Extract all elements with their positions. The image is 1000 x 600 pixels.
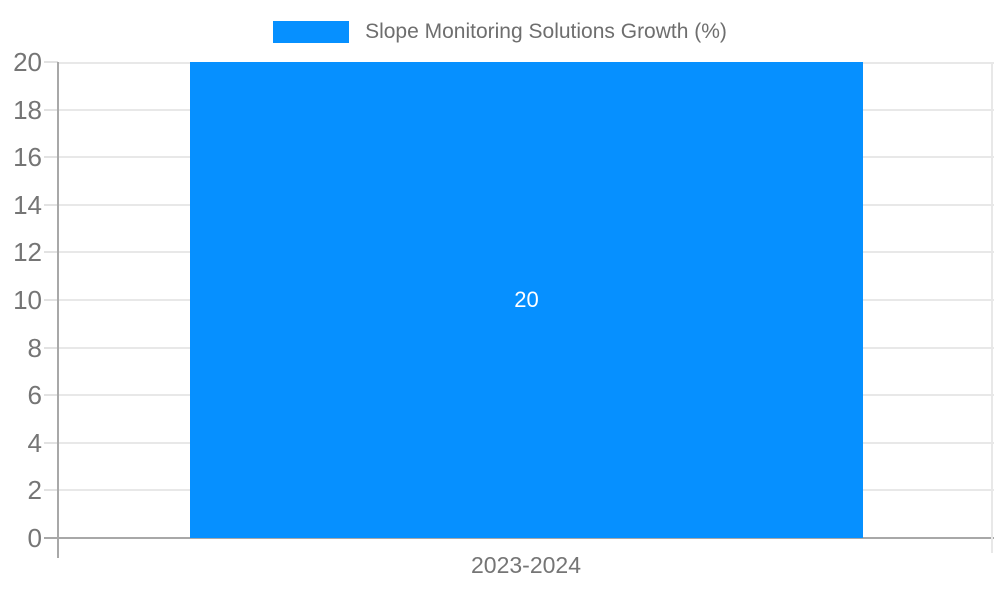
y-axis-tick-label: 2 (27, 475, 42, 506)
y-axis-tick (44, 61, 58, 63)
x-axis-tick-label: 2023-2024 (471, 552, 581, 578)
y-axis-tick (44, 489, 58, 492)
y-axis-tick (44, 441, 58, 444)
y-axis-tick-label: 20 (13, 47, 42, 77)
y-axis-tick-label: 14 (13, 189, 42, 220)
bar-2023-2024[interactable]: 20 (190, 62, 863, 538)
y-axis-tick-label: 10 (13, 285, 42, 315)
y-axis-tick (44, 251, 58, 254)
y-axis-tick (44, 394, 58, 397)
legend-swatch[interactable] (273, 21, 350, 43)
y-axis-tick (44, 299, 58, 301)
legend[interactable]: Slope Monitoring Solutions Growth (%) (0, 20, 1000, 44)
y-axis-tick (44, 108, 58, 111)
y-axis-tick-label: 0 (27, 523, 42, 553)
plot-area: 20 (58, 62, 994, 539)
y-axis-tick (44, 537, 58, 539)
y-axis-tick-label: 16 (13, 142, 42, 173)
y-axis-line (57, 62, 59, 558)
y-axis-tick-label: 6 (27, 380, 42, 411)
legend-label: Slope Monitoring Solutions Growth (%) (365, 20, 727, 43)
y-axis-tick (44, 346, 58, 349)
y-axis-tick-label: 18 (13, 94, 42, 125)
y-axis-tick-label: 8 (27, 332, 42, 363)
y-axis-tick (44, 203, 58, 206)
plot-right-border (991, 62, 993, 553)
y-axis-tick (44, 156, 58, 159)
x-axis-baseline (58, 537, 994, 539)
bar-value-label: 20 (514, 287, 539, 312)
y-axis-tick-label: 4 (27, 427, 42, 458)
y-axis-tick-label: 12 (13, 237, 42, 268)
